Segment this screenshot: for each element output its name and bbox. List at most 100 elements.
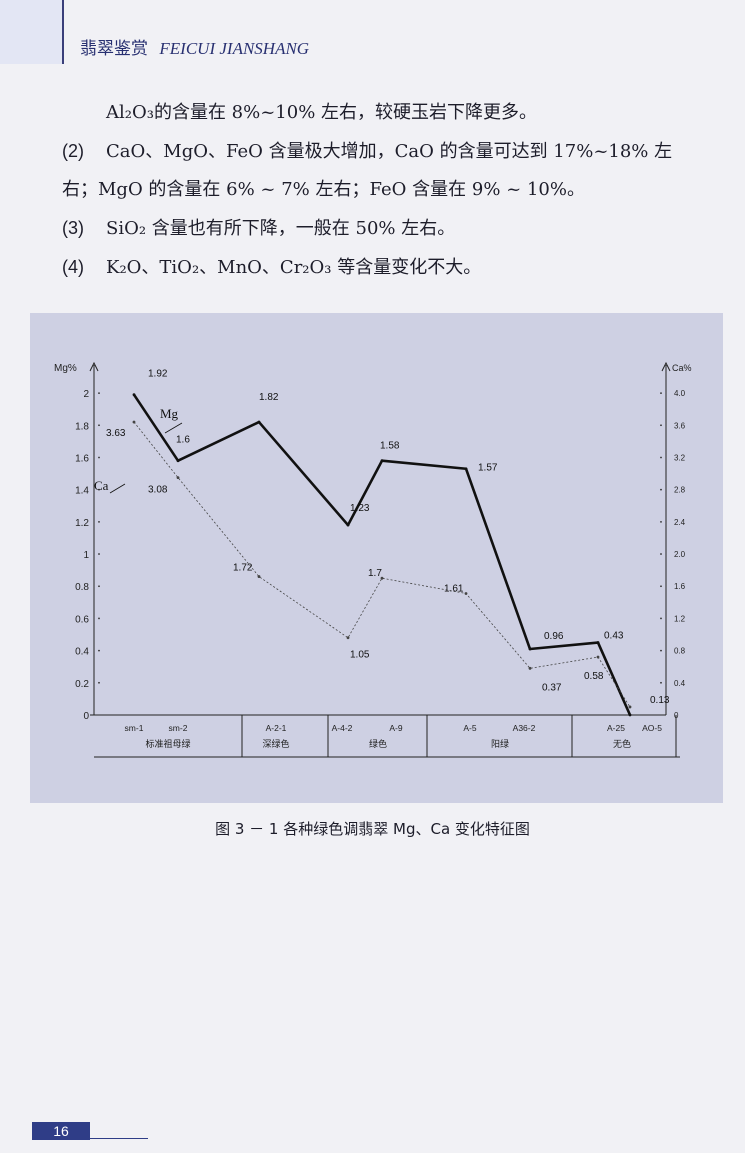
series-mg-point [132,393,136,397]
series-mg-point [628,713,632,717]
y-right-tick-mark [660,488,662,491]
list-item-4-number: (4) [62,257,84,277]
y-right-tick-mark [660,553,662,555]
series-ca-point [628,705,632,709]
y-left-tick-mark [98,424,100,427]
y-right-tick-mark [660,424,662,427]
y-left-tick-label: 0 [83,711,89,722]
y-left-tick-mark [98,456,100,459]
series-ca-data-label: 1.72 [233,563,253,574]
y-axis-right-arrow [661,361,671,372]
y-left-tick-label: 2 [83,389,89,400]
x-tick-label: A-25 [607,723,625,733]
series-ca-data-label: 1.7 [368,568,382,579]
series-ca-data-label: 0.13 [650,695,670,706]
y-left-tick-mark [98,585,100,588]
x-tick-label: A-5 [463,723,477,733]
y-right-tick-mark [660,585,662,588]
y-left-tick-label: 1.6 [75,453,89,464]
y-axis-left-arrow [89,361,99,372]
series-mg-point [257,420,261,424]
y-left-tick-label: 0.8 [75,582,89,593]
page-number: 16 [32,1122,90,1140]
series-ca-point [346,636,350,640]
series-ca-data-label: 1.05 [350,650,370,661]
list-item-2: (2) CaO、MgO、FeO 含量极大增加，CaO 的含量可达到 17%~18%… [62,134,702,169]
y-right-tick-label: 3.6 [674,421,686,430]
series-ca-point [257,575,261,578]
x-tick-label: A-4-2 [332,723,353,733]
series-ca-data-label: 0.37 [542,682,562,693]
y-axis-left-label: Mg% [54,363,77,374]
series-ca-data-label: 3.08 [148,485,168,496]
series-mg-data-label: 1.6 [176,435,190,446]
series-ca-line [133,421,631,708]
footer-rule [90,1138,148,1139]
series-mg-data-label: 0.96 [544,631,564,642]
y-left-tick-label: 1 [83,550,89,561]
series-mg-point [528,647,532,651]
figure-caption: 图 3 － 1 各种绿色调翡翠 Mg、Ca 变化特征图 [215,820,530,838]
y-right-tick-label: 3.2 [674,453,686,462]
series-ca-name-label: Ca [94,478,109,493]
y-left-tick-mark [98,681,100,684]
y-right-tick-mark [660,392,662,394]
series-mg-point [176,459,180,463]
y-right-tick-label: 0.4 [674,679,686,688]
x-tick-label: A36-2 [513,723,536,733]
y-right-tick-label: 1.6 [674,582,686,591]
header-title-cn: 翡翠鉴赏 [80,39,148,59]
list-item-2-text: CaO、MgO、FeO 含量极大增加，CaO 的含量可达到 17%~18% 左 [106,141,673,162]
header-corner-block [0,0,62,64]
series-ca-point [380,576,384,580]
y-right-tick-mark [660,456,662,459]
y-right-tick-label: 0.8 [674,647,686,656]
list-item-2-number: (2) [62,141,84,161]
running-header: 翡翠鉴赏 FEICUI JIANSHANG [80,34,309,59]
list-item-3: (3) SiO₂ 含量也有所下降，一般在 50% 左右。 [62,211,702,246]
series-ca-point [464,592,468,595]
x-group-label: 无色 [613,738,631,750]
series-mg-name-leader [164,422,183,434]
x-tick-label: sm-1 [125,723,144,733]
series-mg-data-label: 0.43 [604,631,624,642]
y-left-tick-label: 0.4 [75,647,89,658]
y-right-tick-mark [660,649,662,652]
y-right-tick-label: 4.0 [674,389,686,398]
series-mg-point [464,467,468,471]
x-tick-label: sm-2 [169,723,188,733]
figure: Mg%Ca%00.20.40.60.811.21.41.61.8200.40.8… [30,313,723,803]
series-ca-data-label: 1.61 [444,583,464,594]
y-right-tick-label: 2.8 [674,486,686,495]
series-mg-point [380,459,384,463]
y-right-tick-mark [660,681,662,684]
y-right-tick-label: 1.2 [674,614,686,623]
y-right-tick-mark [660,617,662,620]
paragraph-line-1: Al₂O₃的含量在 8%~10% 左右，较硬玉岩下降更多。 [106,102,538,123]
series-mg-name-label: Mg [160,406,179,421]
y-right-tick-mark [660,520,662,523]
y-left-tick-mark [98,520,100,523]
y-left-tick-label: 1.8 [75,421,89,432]
x-tick-label: A-2-1 [266,723,287,733]
y-left-tick-label: 0.6 [75,614,89,625]
y-left-tick-label: 1.4 [75,486,89,497]
y-left-tick-mark [98,488,100,491]
x-group-label: 深绿色 [262,738,289,750]
series-mg-data-label: 1.57 [478,463,498,474]
header-title-en: FEICUI JIANSHANG [159,39,310,58]
x-tick-label: A-9 [389,723,403,733]
y-left-tick-label: 1.2 [75,518,89,529]
series-mg-data-label: 1.92 [148,369,168,380]
series-ca-point [132,420,136,424]
y-left-tick-mark [98,392,100,394]
series-ca-point [596,655,600,659]
x-tick-label: AO-5 [642,723,662,733]
series-mg-point [596,641,600,644]
y-left-tick-mark [98,617,100,620]
mg-ca-chart: Mg%Ca%00.20.40.60.811.21.41.61.8200.40.8… [54,361,692,758]
list-item-3-number: (3) [62,218,84,238]
series-ca-point [528,666,532,670]
y-right-tick-label: 2.0 [674,550,686,559]
series-mg-data-label: 1.58 [380,441,400,452]
